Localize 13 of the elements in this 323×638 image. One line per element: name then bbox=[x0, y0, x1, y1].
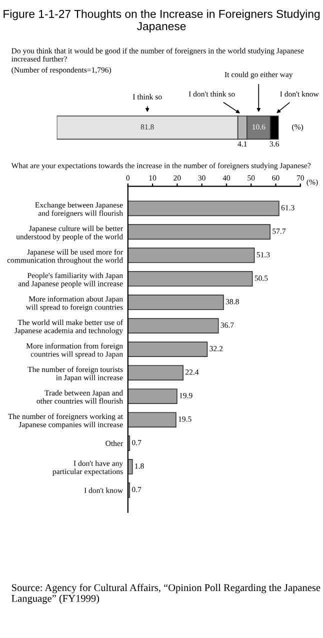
bar bbox=[128, 224, 270, 240]
bar bbox=[128, 412, 176, 428]
bar bbox=[128, 388, 178, 404]
bar bbox=[128, 459, 133, 474]
bar bbox=[128, 248, 255, 264]
bar bbox=[128, 200, 280, 216]
source-note: Source: Agency for Cultural Affairs, “Opinion Poll Regarding the Japanese Language” (FY1999) bbox=[12, 584, 320, 604]
bar bbox=[128, 294, 224, 310]
chart-title: Figure 1-1-27 Thoughts on the Increase in Foreigners Studying Japanese bbox=[4, 10, 320, 32]
bar bbox=[128, 342, 208, 358]
bar bbox=[128, 271, 253, 287]
bar bbox=[128, 318, 219, 334]
bar bbox=[128, 365, 184, 380]
